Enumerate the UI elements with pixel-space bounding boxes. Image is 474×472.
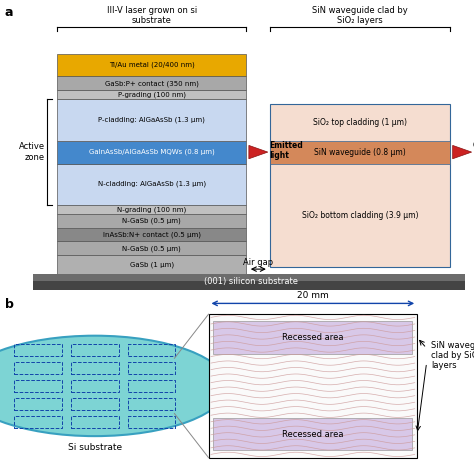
Bar [270,104,450,267]
Text: Recessed area: Recessed area [282,333,344,342]
Text: GaSb (1 μm): GaSb (1 μm) [129,261,174,268]
Bar [57,242,246,255]
Bar [14,397,62,410]
Text: N-GaSb (0.5 μm): N-GaSb (0.5 μm) [122,218,181,224]
Bar [128,362,175,374]
Text: N-cladding: AlGaAsSb (1.3 μm): N-cladding: AlGaAsSb (1.3 μm) [98,181,206,187]
Text: Ti/Au metal (20/400 nm): Ti/Au metal (20/400 nm) [109,62,194,68]
Text: SiO₂ top cladding (1 μm): SiO₂ top cladding (1 μm) [313,118,407,127]
Bar [57,205,246,214]
Text: P-cladding: AlGaAsSb (1.3 μm): P-cladding: AlGaAsSb (1.3 μm) [98,117,205,123]
Text: P-grading (100 nm): P-grading (100 nm) [118,92,186,98]
Text: InAsSb:N+ contact (0.5 μm): InAsSb:N+ contact (0.5 μm) [103,231,201,238]
Polygon shape [249,145,268,159]
Text: (001) silicon substrate: (001) silicon substrate [204,277,298,286]
Text: Air gap: Air gap [243,258,273,267]
Bar [14,362,62,374]
Bar [128,344,175,356]
Bar [14,344,62,356]
Bar [57,214,246,228]
Bar [33,274,465,290]
Text: Active
zone: Active zone [19,143,45,162]
Text: SiO₂ bottom cladding (3.9 μm): SiO₂ bottom cladding (3.9 μm) [302,211,419,219]
Text: SiN waveguide (0.8 μm): SiN waveguide (0.8 μm) [314,148,406,157]
Bar [57,100,246,141]
Bar [128,415,175,428]
Bar [213,418,412,450]
Bar [71,344,118,356]
Bar [14,415,62,428]
Bar [270,141,450,164]
Text: Coupled
light: Coupled light [473,141,474,160]
Bar [71,362,118,374]
Text: Si substrate: Si substrate [68,443,122,452]
Bar [57,76,246,90]
Bar [71,415,118,428]
Bar [57,90,246,100]
Text: N-GaSb (0.5 μm): N-GaSb (0.5 μm) [122,245,181,252]
Bar [57,164,246,205]
Text: SiN waveguides
clad by SiO₂
layers: SiN waveguides clad by SiO₂ layers [431,340,474,371]
Bar [71,379,118,392]
Bar [209,314,417,458]
Bar [33,274,465,281]
Bar [128,379,175,392]
Circle shape [0,336,228,436]
Bar [57,141,246,164]
Bar [57,53,246,76]
Bar [128,397,175,410]
Bar [14,379,62,392]
Text: Recessed area: Recessed area [282,430,344,439]
Text: N-grading (100 nm): N-grading (100 nm) [117,206,186,213]
Bar [57,228,246,242]
Bar [71,397,118,410]
Polygon shape [453,145,472,159]
Bar [57,255,246,274]
Text: Emitted
light: Emitted light [269,141,303,160]
Text: III-V laser grown on si
substrate: III-V laser grown on si substrate [107,6,197,25]
Text: SiN waveguide clad by
SiO₂ layers: SiN waveguide clad by SiO₂ layers [312,6,408,25]
Text: a: a [5,6,13,19]
Text: b: b [5,298,14,311]
Text: 20 mm: 20 mm [297,291,328,300]
Text: GaInAsSb/AlGaAsSb MQWs (0.8 μm): GaInAsSb/AlGaAsSb MQWs (0.8 μm) [89,149,215,155]
Bar [213,321,412,354]
Text: GaSb:P+ contact (350 nm): GaSb:P+ contact (350 nm) [105,80,199,86]
